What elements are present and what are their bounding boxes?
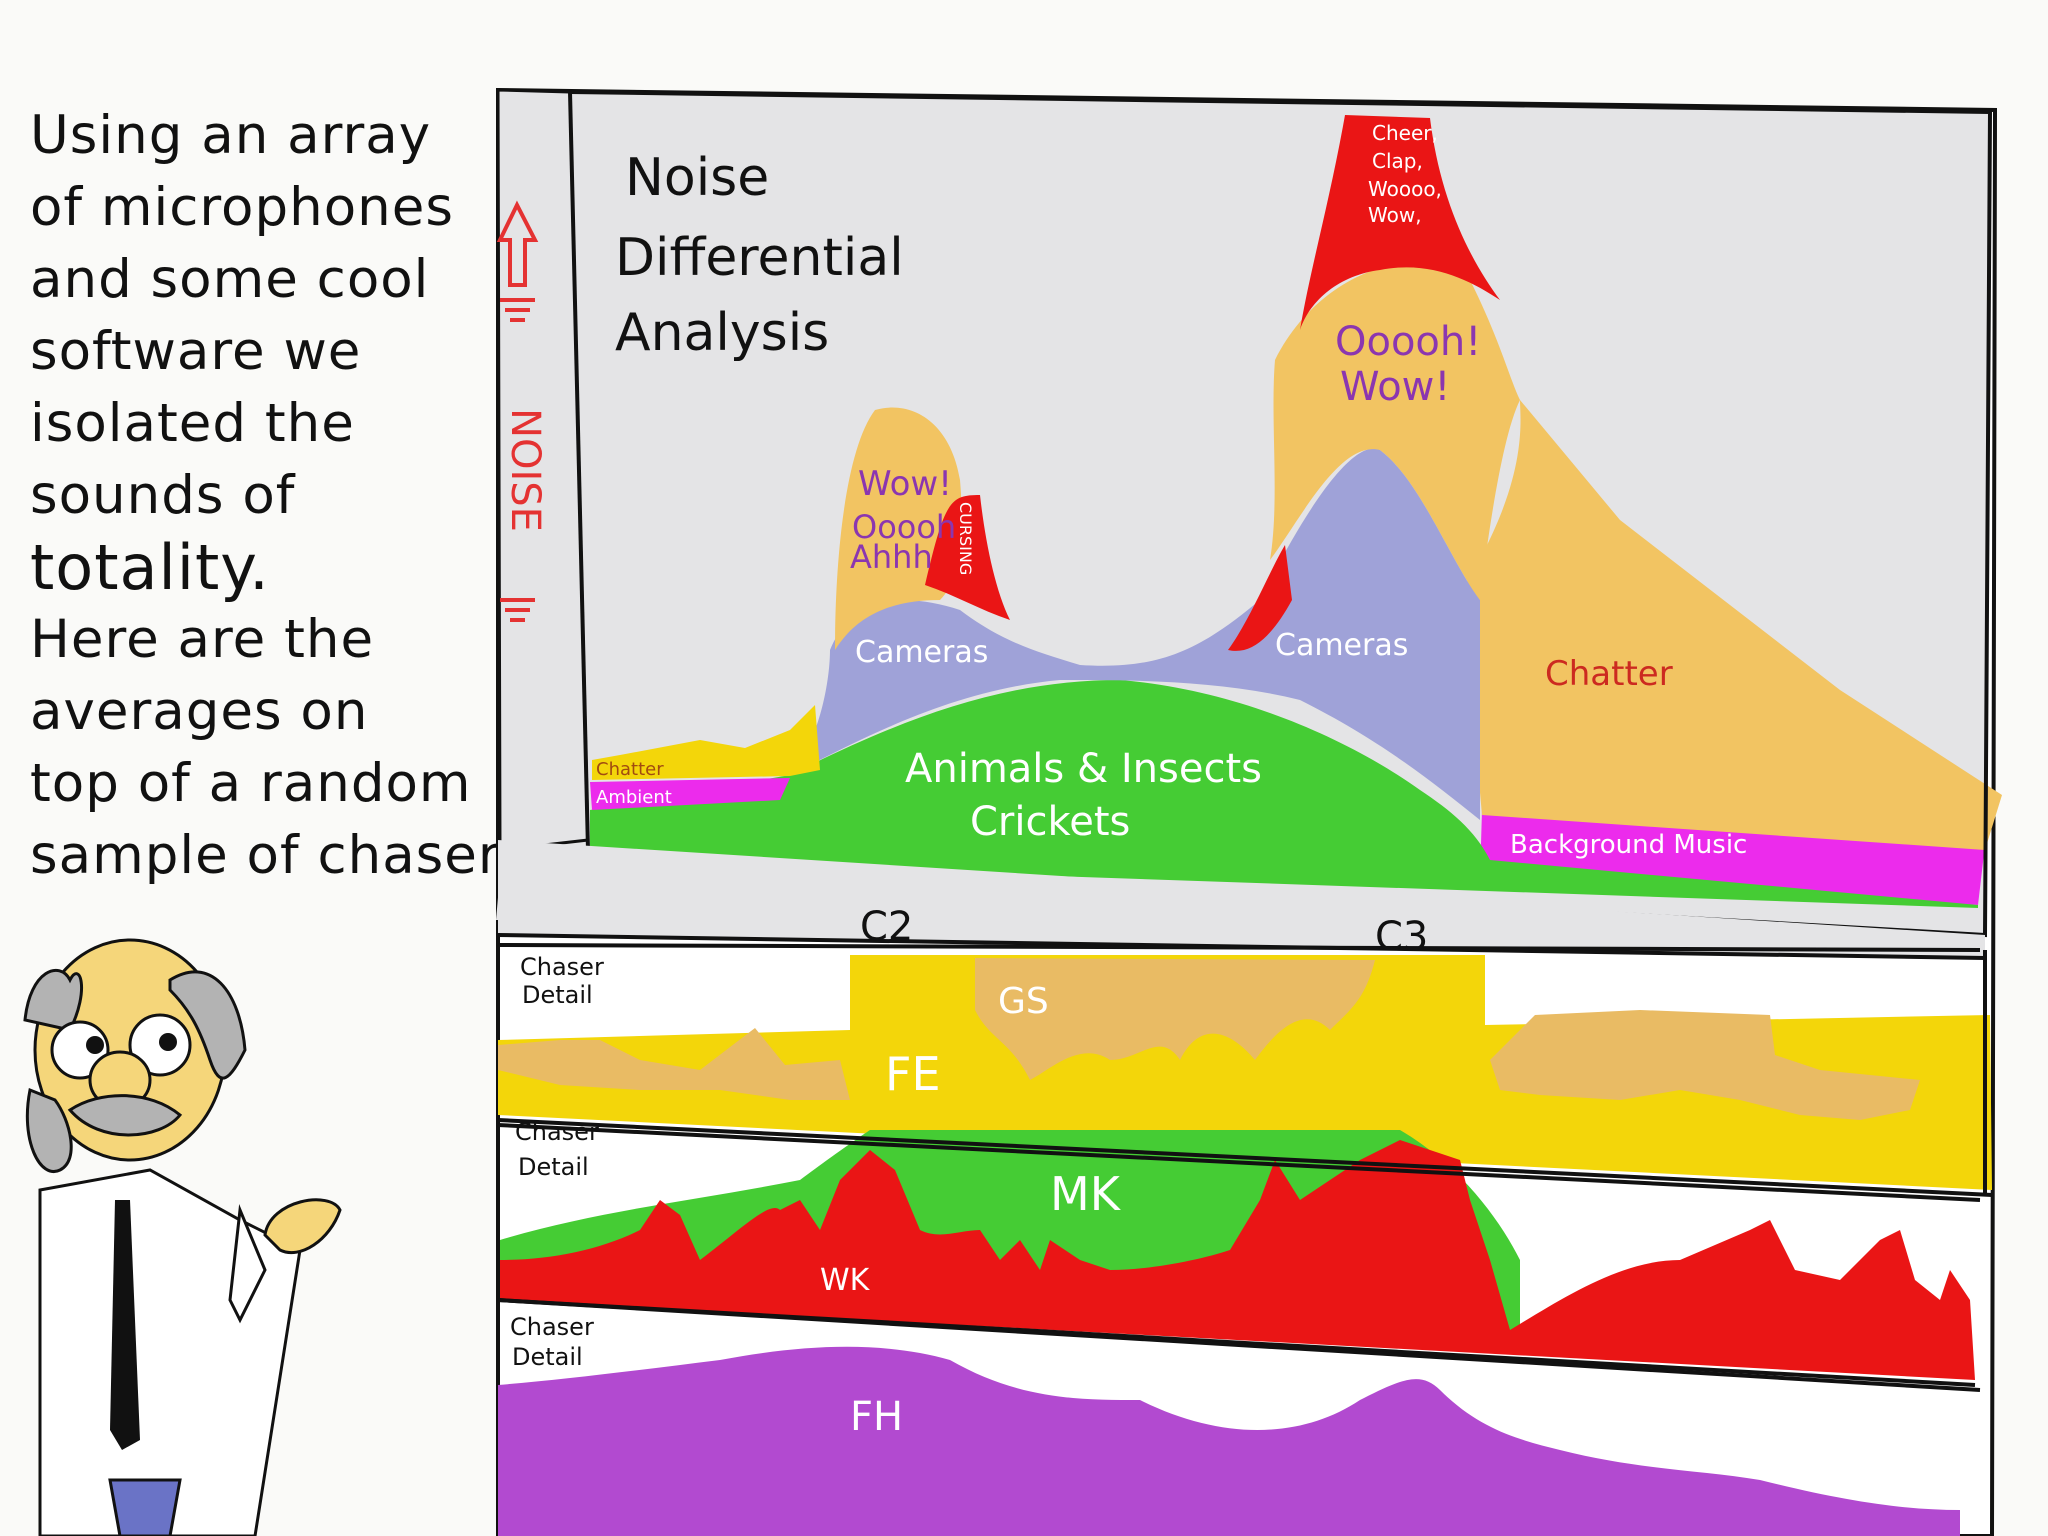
- caption-line: Here are the: [30, 609, 375, 670]
- ooooh-right-label: Ooooh!: [1335, 319, 1481, 365]
- animals-area: [590, 680, 1978, 908]
- chatter-small-label: Chatter: [596, 759, 664, 780]
- chatter-small-area: [592, 705, 820, 780]
- cameras-right-label: Cameras: [1275, 628, 1408, 663]
- caption-line: and some cool: [30, 249, 430, 310]
- tan-left-area: [498, 1028, 850, 1100]
- animals-label: Animals & Insects: [905, 746, 1262, 792]
- cheer-label-2: Clap,: [1372, 149, 1423, 173]
- wow-left-area: [835, 407, 962, 650]
- tan-right-area: [1490, 1010, 1920, 1120]
- fh-label: FH: [850, 1394, 903, 1440]
- wow-right-label: Wow!: [1340, 364, 1450, 410]
- detail-3-label-line-1: Chaser: [510, 1313, 594, 1341]
- gs-area: [975, 958, 1375, 1080]
- caption-line: top of a random: [30, 753, 472, 814]
- cheer-label-1: Cheer,: [1372, 121, 1438, 145]
- separator-strip: [498, 840, 1985, 958]
- background-music-label: Background Music: [1510, 830, 1747, 860]
- caption-line: software we: [30, 321, 362, 382]
- gs-label: GS: [998, 981, 1049, 1022]
- intro-caption: Using an array of microphones and some c…: [30, 100, 548, 892]
- professor-character: [23, 938, 342, 1536]
- caption-line: sample of chasers.: [30, 825, 548, 886]
- caption-line: Using an array: [30, 105, 432, 166]
- ooooh-wow-area: [1270, 262, 1520, 600]
- detail-panel-3-frame: [497, 1298, 1981, 1392]
- chatter-right-area: [1462, 400, 2002, 850]
- cameras-area: [790, 448, 1480, 820]
- fe-label: FE: [885, 1047, 941, 1101]
- cheer-label-3: Woooo,: [1368, 177, 1442, 201]
- caption-line: averages on: [30, 681, 369, 742]
- detail-1-label-line-2: Detail: [522, 981, 593, 1009]
- ooooh-left-label: Ooooh: [852, 508, 956, 546]
- up-arrow-icon: [496, 200, 539, 622]
- cursing-label: CURSING: [956, 502, 975, 575]
- chart-title-line-1: Noise: [625, 148, 769, 208]
- crickets-label: Crickets: [970, 799, 1130, 845]
- detail-2-label-line-1: Chaser: [515, 1118, 599, 1146]
- caption-line: isolated the: [30, 393, 355, 454]
- fh-area: [498, 1346, 1960, 1536]
- main-panel-left-border: [568, 91, 590, 851]
- wk-label: WK: [820, 1263, 871, 1298]
- chart-title-line-2: Differential: [615, 228, 904, 288]
- detail-panel-1-frame: [497, 943, 1993, 1197]
- cameras-left-label: Cameras: [855, 635, 988, 670]
- chatter-right-label: Chatter: [1545, 654, 1673, 694]
- ahhh-left-label: Ahhh: [850, 538, 933, 576]
- cheer-area: [1300, 115, 1500, 330]
- c2-marker: C2: [860, 904, 913, 950]
- cursing-area: [925, 495, 1010, 620]
- mk-label: MK: [1050, 1167, 1122, 1221]
- caption-line: totality.: [30, 531, 270, 604]
- cheer-label-4: Wow,: [1368, 203, 1422, 227]
- detail-3-label-line-2: Detail: [512, 1343, 583, 1371]
- caption-line: sounds of: [30, 465, 296, 526]
- ambient-area: [590, 778, 790, 810]
- chart-title-line-3: Analysis: [615, 303, 829, 363]
- ambient-label: Ambient: [596, 787, 672, 808]
- detail-2-label-line-2: Detail: [518, 1153, 589, 1181]
- wow-left-label: Wow!: [858, 464, 952, 504]
- y-axis-label: NOISE: [502, 408, 548, 532]
- detail-1-label-line-1: Chaser: [520, 953, 604, 981]
- c3-marker: C3: [1375, 914, 1428, 960]
- red-small-area: [1228, 545, 1292, 651]
- caption-line: of microphones: [30, 177, 454, 238]
